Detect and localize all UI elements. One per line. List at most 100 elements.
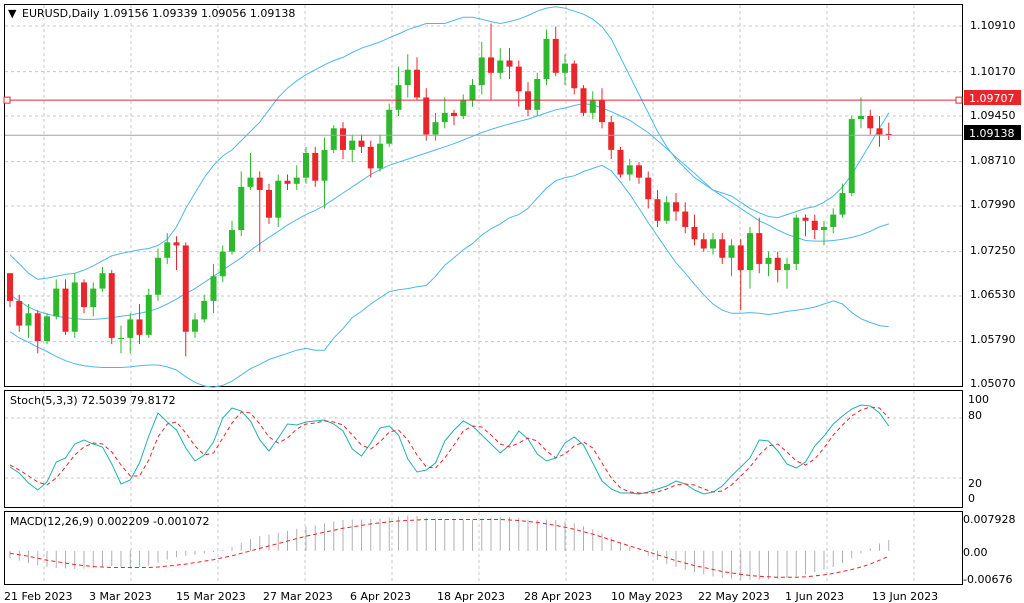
candle-body [589, 100, 596, 113]
candle-body [266, 189, 272, 218]
candle-body [293, 177, 300, 184]
candle-body [256, 177, 263, 190]
candle-body [404, 69, 411, 86]
stoch-panel-frame [4, 390, 963, 508]
candle-body [848, 119, 855, 194]
candle-body [691, 226, 698, 240]
date-label: 1 Jun 2023 [785, 590, 844, 603]
candle-body [543, 38, 550, 79]
candle-body [7, 273, 13, 301]
date-label: 22 May 2023 [698, 590, 770, 603]
candlesticks [7, 23, 892, 357]
candle-body [506, 60, 513, 67]
date-label: 15 Mar 2023 [176, 590, 246, 603]
candle-body [784, 263, 790, 271]
candle-body [386, 109, 393, 144]
hline-handle-right [955, 96, 963, 104]
main-title-arrow[interactable]: ▼ [8, 7, 17, 20]
hline-handle-left [3, 96, 11, 104]
candle-body [562, 63, 568, 73]
macd-signal-line [9, 519, 889, 578]
candle-body [90, 288, 97, 308]
candle-body [312, 152, 319, 181]
candle-body [62, 288, 69, 332]
price-lines [3, 96, 963, 136]
candle-body [377, 143, 383, 169]
date-label: 28 Apr 2023 [524, 590, 592, 603]
candle-body [858, 115, 864, 120]
candle-body [534, 78, 541, 110]
macd-level-label: 0.007928 [963, 513, 1016, 526]
date-label: 27 Mar 2023 [263, 590, 333, 603]
candle-body [497, 60, 504, 73]
macd-title: MACD(12,26,9) 0.002209 -0.001072 [10, 515, 209, 528]
candle-body [719, 239, 726, 258]
candle-body [451, 112, 457, 116]
candle-body [663, 202, 670, 221]
price-label: 1.08710 [970, 154, 1016, 167]
macd-grid [43, 512, 915, 584]
candle-body [821, 226, 827, 231]
candle-body [275, 180, 282, 218]
candle-body [247, 177, 254, 187]
candle-body [599, 100, 605, 123]
candle-body [164, 242, 171, 258]
candle-body [478, 57, 485, 86]
candle-body [414, 69, 420, 98]
macd-level-label: 0.00 [963, 546, 988, 559]
current-price-tag-bg [964, 125, 1021, 140]
date-label: 18 Apr 2023 [437, 590, 505, 603]
candle-body [682, 211, 689, 227]
candle-body [219, 251, 226, 277]
macd-marks [9, 515, 890, 580]
stoch-level-label: 100 [968, 393, 989, 406]
candle-body [395, 85, 402, 110]
price-label: 1.07250 [970, 244, 1016, 257]
bollinger-upper-line [9, 6, 890, 280]
candle-body [238, 186, 245, 231]
date-label: 6 Apr 2023 [350, 590, 411, 603]
candle-body [367, 146, 374, 169]
price-axis: 1.10910 1.10170 1.09450 1.08710 1.07990 … [970, 19, 1016, 390]
stoch-main-line [9, 404, 890, 495]
candle-body [839, 193, 846, 215]
candle-body [645, 177, 652, 200]
candle-body [423, 97, 430, 135]
date-label: 13 Jun 2023 [872, 590, 938, 603]
candle-body [488, 57, 494, 73]
candle-body [16, 300, 23, 326]
candle-body [155, 257, 161, 295]
candle-body [136, 319, 143, 335]
stoch-level-label: 80 [968, 409, 982, 422]
stoch-signal-line [9, 406, 890, 494]
candle-body [321, 149, 328, 181]
candle-body [53, 288, 60, 317]
bollinger-middle-line [9, 103, 889, 320]
stoch-title: Stoch(5,3,3) 72.5039 79.8172 [10, 394, 176, 407]
candle-body [626, 165, 633, 175]
candle-body [229, 230, 235, 252]
candle-body [885, 133, 892, 136]
candle-body [349, 140, 356, 150]
hline-price-tag-bg [964, 90, 1021, 105]
candle-body [441, 112, 448, 123]
stoch-level-label: 20 [968, 477, 982, 490]
candle-body [876, 128, 883, 135]
candle-body [330, 128, 337, 150]
candle-body [867, 115, 874, 129]
candle-body [802, 217, 809, 221]
candle-body [340, 128, 346, 150]
hline-price-tag: 1.09707 [969, 92, 1015, 105]
candle-body [99, 273, 106, 289]
candle-body [571, 63, 578, 89]
price-label: 1.09450 [970, 109, 1016, 122]
candle-body [81, 282, 87, 308]
date-label: 10 May 2023 [611, 590, 683, 603]
date-axis: 21 Feb 2023 3 Mar 2023 15 Mar 2023 27 Ma… [4, 590, 938, 603]
candle-body [654, 199, 661, 221]
candle-body [284, 180, 291, 184]
main-title: EURUSD,Daily 1.09156 1.09339 1.09056 1.0… [22, 7, 295, 20]
candle-body [44, 316, 50, 341]
candle-body [811, 220, 818, 231]
